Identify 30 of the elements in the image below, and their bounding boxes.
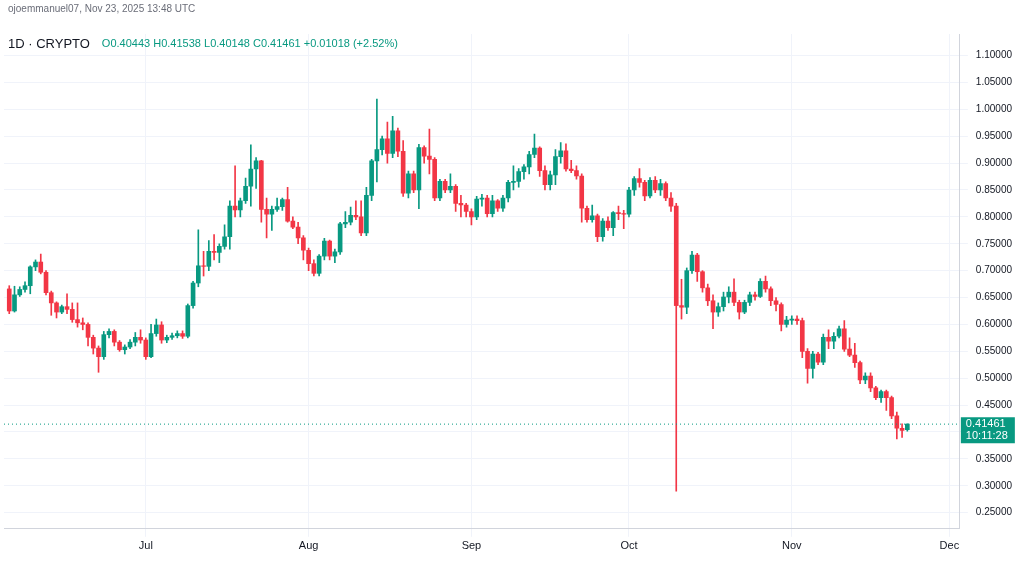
y-tick-label: 1.00000 [975, 103, 1013, 115]
y-tick-label: 0.75000 [975, 237, 1013, 249]
x-tick-label: Dec [939, 539, 960, 552]
y-tick-label: 0.65000 [975, 291, 1013, 303]
text: ojoemmanuel07, Nov 23, 2025 13:48 UTC [7, 2, 197, 16]
x-tick-label: Oct [620, 539, 638, 552]
y-tick-label: 0.30000 [975, 479, 1013, 491]
y-tick-label: 1.10000 [975, 49, 1013, 61]
candlestick [269, 205, 275, 231]
y-tick-label: 0.60000 [975, 318, 1013, 330]
chart-title: 1D · CRYPTO [8, 35, 90, 51]
y-tick-label: 0.35000 [975, 452, 1013, 464]
y-tick-label: 0.90000 [975, 156, 1013, 168]
y-tick-label: 0.50000 [975, 371, 1013, 383]
chart-subtitle: O0.40443 H0.41538 L0.40148 C0.41461 +0.01018 (+2.52%) [101, 37, 398, 50]
x-tick-label: Jul [138, 539, 153, 552]
y-tick-label: 0.45000 [975, 398, 1013, 410]
y-tick-label: 0.55000 [975, 345, 1013, 357]
x-tick-label: Nov [782, 539, 803, 552]
y-tick-label: 1.05000 [975, 76, 1013, 88]
x-tick-label: Sep [461, 539, 482, 552]
y-tick-label: 0.70000 [975, 264, 1013, 276]
y-tick-label: 0.95000 [975, 129, 1013, 141]
text: 10:11:28 [965, 429, 1008, 442]
y-tick-label: 0.25000 [975, 506, 1013, 518]
y-tick-label: 0.80000 [975, 210, 1013, 222]
y-tick-label: 0.85000 [975, 183, 1013, 195]
x-tick-label: Aug [298, 539, 319, 552]
candlestick [211, 234, 217, 261]
ref-line-label: 0.41461 [965, 417, 1006, 430]
